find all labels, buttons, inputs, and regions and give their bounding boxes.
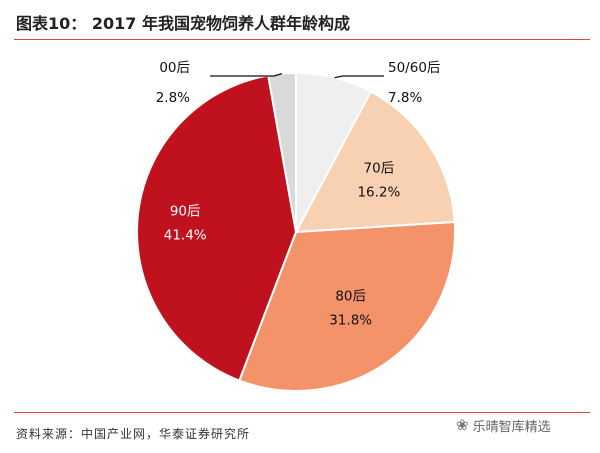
chart-title: 图表10： 2017 年我国宠物饲养人群年龄构成 <box>16 14 350 33</box>
slice-value-label: 7.8% <box>388 90 422 106</box>
pie-slice <box>294 90 456 234</box>
slice-category-label: 70后 <box>364 161 395 177</box>
slice-category-label: 00后 <box>159 60 190 76</box>
watermark-text: 乐晴智库精选 <box>472 419 551 435</box>
pie-slice <box>136 74 298 382</box>
watermark: ❀ 乐晴智库精选 <box>456 412 551 438</box>
slice-value-label: 2.8% <box>156 90 190 106</box>
footer-divider <box>14 412 590 413</box>
leader-line <box>334 75 384 79</box>
pie-slice <box>238 220 456 392</box>
leader-line <box>210 72 283 77</box>
wechat-icon: ❀ <box>456 416 469 434</box>
slice-value-label: 16.2% <box>357 185 400 201</box>
slice-value-label: 41.4% <box>164 228 207 244</box>
slice-category-label: 80后 <box>335 288 366 304</box>
title-divider <box>14 39 590 40</box>
slice-value-label: 31.8% <box>329 312 372 328</box>
slice-category-label: 50/60后 <box>388 60 440 76</box>
slice-category-label: 90后 <box>170 204 201 220</box>
source-note: 资料来源：中国产业网，华泰证券研究所 <box>16 427 251 441</box>
